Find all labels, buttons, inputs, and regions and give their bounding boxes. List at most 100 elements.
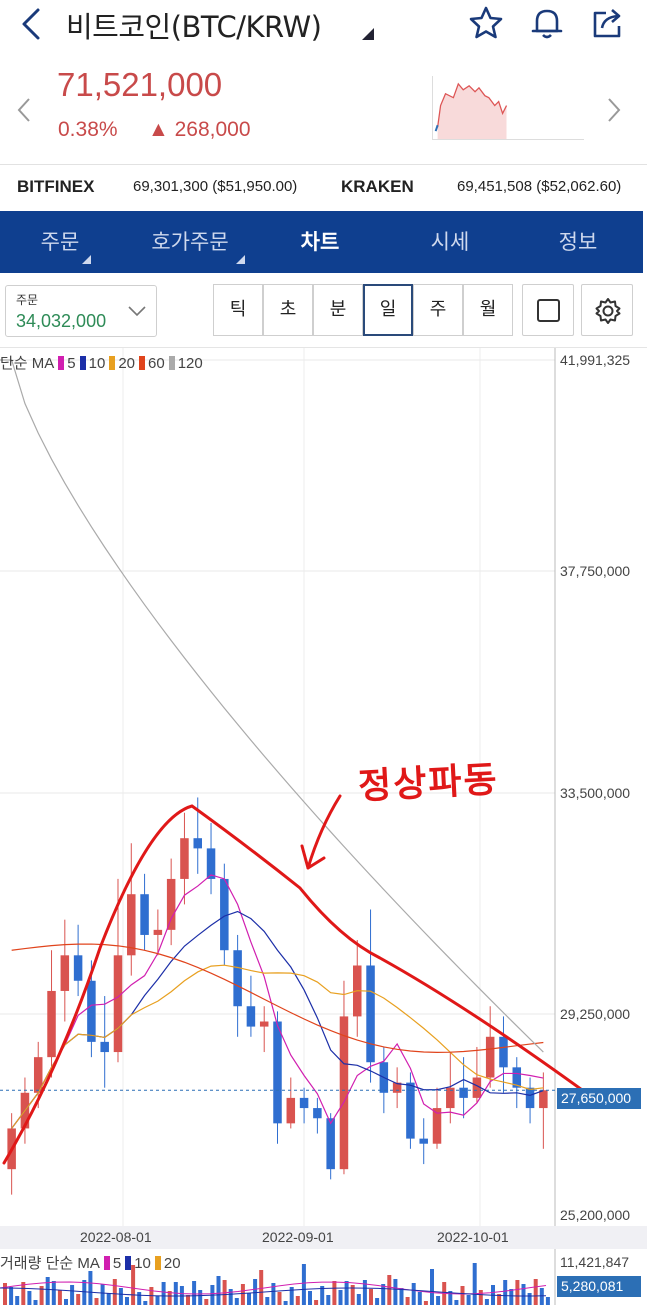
chart-settings-button[interactable] — [581, 284, 633, 336]
volume-bar — [118, 1288, 123, 1305]
candle-body — [47, 990, 56, 1058]
candle-body — [512, 1067, 522, 1088]
tab-chart[interactable]: 차트 — [260, 211, 380, 273]
volume-bar — [326, 1295, 331, 1305]
volume-bar — [106, 1293, 111, 1305]
volume-bar — [9, 1287, 14, 1305]
volume-bar — [411, 1283, 416, 1305]
exchange-name: BITFINEX — [17, 177, 95, 196]
fullscreen-button[interactable] — [522, 284, 574, 336]
next-coin-arrow-icon[interactable] — [604, 96, 624, 124]
volume-bar — [436, 1296, 441, 1305]
candle-body — [459, 1087, 468, 1098]
volume-bar — [21, 1282, 26, 1305]
legend-label: 60 — [148, 355, 165, 372]
candle-body — [140, 894, 149, 935]
volume-bar — [375, 1298, 380, 1305]
tab-label: 주문 — [40, 230, 80, 254]
back-arrow-icon[interactable] — [16, 6, 48, 42]
volume-bar — [478, 1290, 483, 1305]
volume-bar — [320, 1286, 325, 1305]
legend-label: 20 — [118, 355, 135, 372]
volume-bar — [527, 1293, 532, 1305]
dropdown-triangle-icon — [236, 255, 245, 264]
volume-bar — [356, 1294, 361, 1305]
volume-bar — [417, 1292, 422, 1305]
candle-body — [153, 929, 163, 935]
chart-canvas — [0, 348, 647, 1305]
legend-prefix: 거래량 단순 MA — [0, 1255, 100, 1272]
volume-bar — [216, 1276, 221, 1305]
previous-coin-arrow-icon[interactable] — [14, 96, 34, 124]
share-icon[interactable] — [588, 4, 628, 42]
candle-body — [286, 1097, 296, 1124]
volume-bar — [204, 1299, 209, 1305]
tab-label: 정보 — [558, 230, 598, 254]
volume-bar — [387, 1275, 392, 1305]
legend-label: 120 — [177, 355, 203, 372]
tab-market-price[interactable]: 시세 — [390, 211, 510, 273]
legend-label: 10 — [134, 1255, 151, 1272]
period-second-button[interactable]: 초 — [263, 284, 313, 336]
period-minute-button[interactable]: 분 — [313, 284, 363, 336]
main-tab-bar: 주문 호가주문 차트 시세 정보 — [0, 211, 643, 273]
volume-bar — [131, 1265, 136, 1305]
period-day-button[interactable]: 일 — [363, 284, 413, 336]
volume-bar — [192, 1281, 197, 1305]
volume-bar — [240, 1284, 245, 1305]
page-title[interactable]: 비트코인(BTC/KRW) — [66, 10, 322, 44]
volume-bar — [51, 1281, 56, 1305]
tab-orderbook-order[interactable]: 호가주문 — [130, 211, 250, 273]
legend-prefix: 단순 MA — [0, 355, 55, 372]
candle-body — [100, 1041, 109, 1053]
volume-bar — [3, 1283, 7, 1305]
volume-bar — [301, 1264, 306, 1305]
y-tick-label: 29,250,000 — [560, 1006, 631, 1022]
order-label: 주문 — [16, 293, 39, 307]
volume-bar — [295, 1296, 300, 1305]
candle-body — [472, 1077, 482, 1098]
candle-body — [273, 1021, 282, 1124]
legend-swatch — [79, 356, 86, 370]
order-price-select[interactable]: 주문 34,032,000 — [5, 285, 157, 337]
bell-icon[interactable] — [527, 4, 567, 42]
volume-bar — [27, 1291, 32, 1305]
candle-body — [180, 838, 189, 879]
x-axis-band — [0, 1226, 647, 1249]
title-dropdown-caret-icon[interactable] — [362, 28, 374, 40]
handwritten-annotation: 정상파동 — [357, 759, 500, 808]
volume-bar — [143, 1301, 148, 1305]
volume-bar — [57, 1290, 62, 1305]
period-month-button[interactable]: 월 — [463, 284, 513, 336]
volume-bar — [283, 1301, 288, 1305]
order-value: 34,032,000 — [16, 311, 107, 331]
volume-bar — [94, 1298, 99, 1305]
volume-bar — [64, 1299, 68, 1305]
volume-bar — [137, 1292, 142, 1305]
volume-bar — [521, 1284, 526, 1305]
legend-swatch — [139, 356, 145, 370]
volume-bar — [460, 1286, 465, 1305]
legend-swatch — [125, 1256, 132, 1270]
period-tick-button[interactable]: 틱 — [213, 284, 263, 336]
candle-body — [166, 878, 176, 930]
volume-bar — [39, 1286, 44, 1305]
y-tick-label: 37,750,000 — [560, 563, 631, 579]
period-week-button[interactable]: 주 — [413, 284, 463, 336]
y-tick-label: 41,991,325 — [560, 352, 631, 368]
current-price-marker: 27,650,000 — [557, 1088, 641, 1109]
tab-order[interactable]: 주문 — [0, 211, 120, 273]
candlestick-chart[interactable] — [0, 348, 647, 1305]
handwritten-wave-line — [2, 804, 598, 1165]
candle-body — [87, 980, 96, 1042]
candle-body — [299, 1097, 309, 1109]
volume-bar — [314, 1300, 319, 1305]
tab-info[interactable]: 정보 — [518, 211, 638, 273]
volume-bar — [472, 1263, 477, 1305]
volume-bar — [338, 1290, 343, 1305]
volume-bar — [539, 1288, 544, 1305]
exchange-value: 69,301,300 ($51,950.00) — [133, 178, 298, 195]
ma-legend: 단순 MA 5 10 20 60 120 — [0, 352, 203, 373]
star-icon[interactable] — [466, 4, 506, 42]
volume-bar — [100, 1284, 105, 1305]
